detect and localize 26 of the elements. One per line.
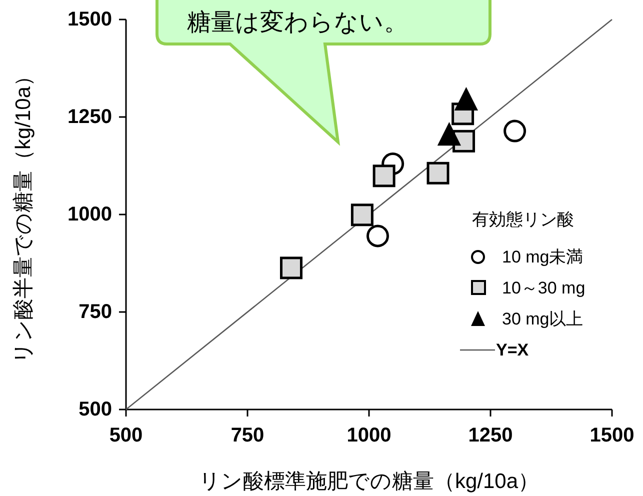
point: [454, 88, 478, 111]
legend-label: 10 mg未満: [502, 248, 584, 266]
point: [372, 164, 396, 188]
y-tick-label: 750: [78, 301, 112, 323]
legend-label: 10～30 mg: [502, 278, 586, 298]
annotation: 糖量は変わらない。: [187, 9, 408, 36]
y-tick-label: 1500: [68, 8, 112, 30]
x-tick-label: 500: [109, 424, 143, 446]
y-tick-label: 1000: [68, 204, 112, 226]
legend-label: 30 mg以上: [502, 310, 584, 328]
x-tick-label: 1250: [468, 424, 513, 446]
x-tick-label: 1000: [346, 424, 392, 446]
point: [426, 162, 450, 184]
point: [438, 122, 461, 146]
point: [280, 256, 302, 280]
point: [504, 120, 526, 142]
y-tick-label: 1250: [68, 106, 112, 128]
x-tick-label: 750: [230, 424, 264, 446]
legend-label: Y=X: [496, 340, 530, 360]
y-tick-label: 500: [78, 398, 112, 420]
point: [366, 224, 389, 248]
point: [350, 204, 374, 226]
y-axis-title: リン酸半量での糖量（kg/10a）: [12, 65, 35, 364]
x-axis-title: リン酸標準施肥での糖量（kg/10a）: [198, 470, 540, 493]
x-tick-label: 1500: [590, 424, 634, 446]
legend-title: 有効態リン酸: [472, 210, 574, 229]
